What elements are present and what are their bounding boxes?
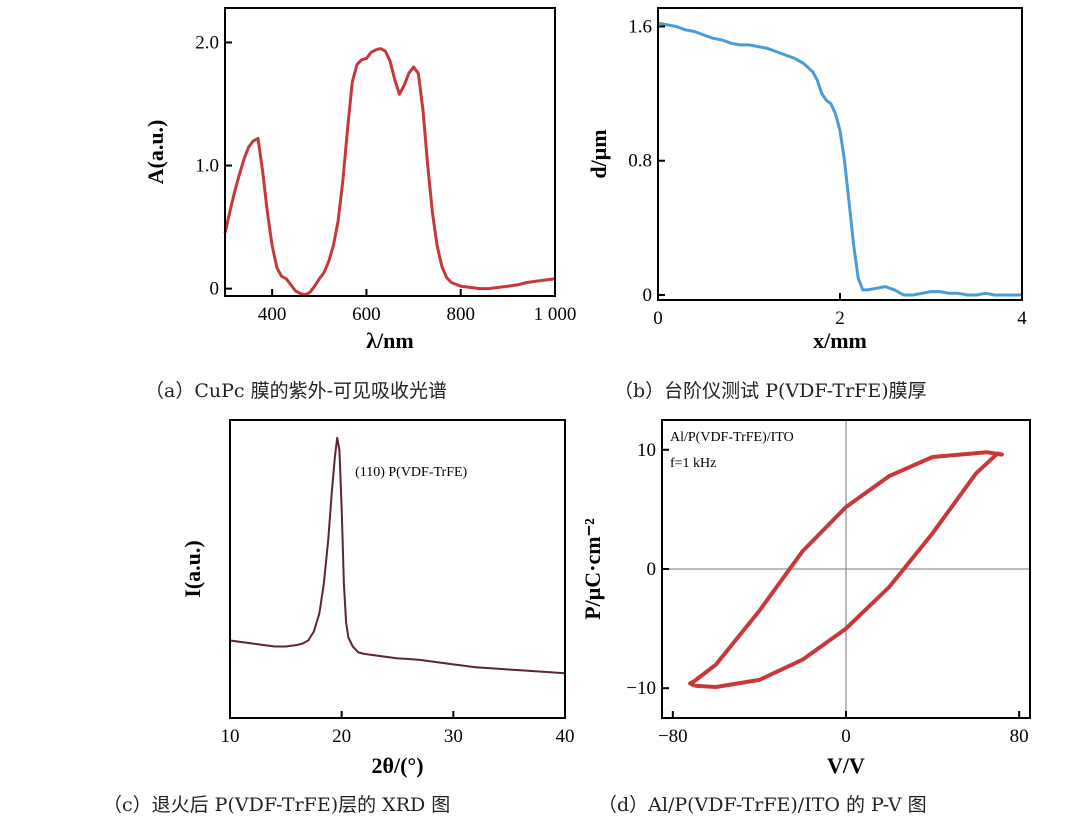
plot-frame xyxy=(657,7,1023,301)
caption-d: （d）Al/P(VDF-TrFE)/ITO 的 P-V 图 xyxy=(598,794,927,816)
x-axis-label: 2θ/(°) xyxy=(371,753,423,778)
y-axis-label: P/μC·cm⁻² xyxy=(580,518,605,620)
plot-frame xyxy=(229,419,566,719)
x-tick-label: 0 xyxy=(653,308,663,329)
chart-b-thickness-profile: 0 2 4 0 0.8 1.6 x/mm d/μm xyxy=(586,7,1027,353)
x-tick-label: 600 xyxy=(352,304,381,325)
y-tick-label: 0.8 xyxy=(628,151,652,172)
x-tick-label: 40 xyxy=(556,726,575,747)
x-tick-label: 20 xyxy=(332,726,351,747)
y-tick-label: 2.0 xyxy=(195,32,219,53)
x-tick-label: 4 xyxy=(1017,308,1027,329)
y-tick-label: −10 xyxy=(626,678,656,699)
x-tick-label: 400 xyxy=(258,304,287,325)
y-tick-label: 0 xyxy=(643,285,653,306)
series-line-b-0 xyxy=(657,21,1022,297)
y-axis-label: I(a.u.) xyxy=(180,540,205,597)
series-line-a-0 xyxy=(223,47,556,297)
x-tick-label: 80 xyxy=(1010,726,1029,747)
caption-b: （b）台阶仪测试 P(VDF-TrFE)膜厚 xyxy=(614,380,927,402)
y-tick-label: 10 xyxy=(637,440,656,461)
y-tick-label: 1.0 xyxy=(195,156,219,177)
device-annotation: f=1 kHz xyxy=(670,456,716,471)
chart-c-xrd-pattern: 10 20 30 40 2θ/(°) I(a.u.) (110) P(VDF-TrFE) xyxy=(180,419,575,778)
x-axis-label: x/mm xyxy=(813,328,867,353)
x-tick-label: 800 xyxy=(446,304,475,325)
panel-c: 10 20 30 40 2θ/(°) I(a.u.) (110) P(VDF-TrFE) xyxy=(150,405,600,805)
x-axis-label: V/V xyxy=(827,753,865,778)
y-tick-label: 0 xyxy=(210,279,220,300)
y-tick-label: 1.6 xyxy=(628,16,652,37)
series-line-d-0 xyxy=(688,450,1004,689)
series-line-c-0 xyxy=(229,436,566,675)
plot-frame xyxy=(224,7,556,297)
caption-a: （a）CuPc 膜的紫外-可见吸收光谱 xyxy=(145,380,447,402)
device-annotation: Al/P(VDF-TrFE)/ITO xyxy=(670,430,794,445)
chart-d-pv-loop: −80 0 80 −10 0 10 V/V P/μC·cm⁻² Al/P(VDF-TrFE)/I… xyxy=(580,419,1031,778)
x-tick-label: 1 000 xyxy=(534,304,577,325)
y-axis-label: d/μm xyxy=(586,129,611,178)
y-tick-label: 0 xyxy=(647,559,657,580)
x-tick-label: 30 xyxy=(444,726,463,747)
y-axis-label: A(a.u.) xyxy=(143,120,168,185)
x-tick-label: 2 xyxy=(835,308,845,329)
panel-a: 400 600 800 1 000 0 1.0 2.0 λ/nm A(a.u.) xyxy=(0,0,600,400)
peak-annotation: (110) P(VDF-TrFE) xyxy=(355,465,467,480)
panel-b: 0 2 4 0 0.8 1.6 x/mm d/μm xyxy=(555,0,1075,400)
chart-a-absorption-spectrum: 400 600 800 1 000 0 1.0 2.0 λ/nm A(a.u.) xyxy=(143,7,577,353)
x-tick-label: 10 xyxy=(221,726,240,747)
x-axis-label: λ/nm xyxy=(366,328,413,353)
caption-c: （c）退火后 P(VDF-TrFE)层的 XRD 图 xyxy=(103,794,451,816)
panel-d: −80 0 80 −10 0 10 V/V P/μC·cm⁻² Al/P(VDF-TrFE)/I… xyxy=(580,405,1075,805)
x-tick-label: −80 xyxy=(658,726,688,747)
x-tick-label: 0 xyxy=(841,726,851,747)
